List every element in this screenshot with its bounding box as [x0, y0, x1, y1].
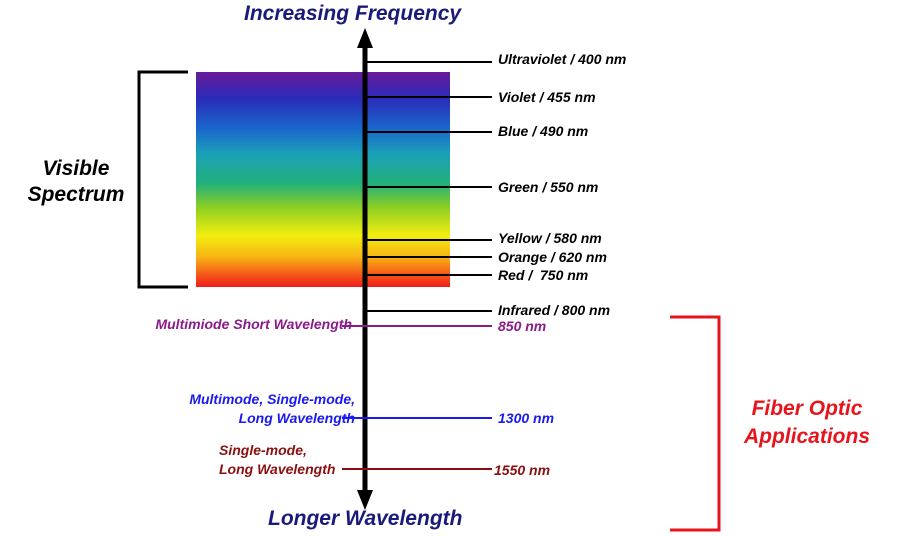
label-orange: Orange / 620 nm [498, 249, 607, 265]
visible-spectrum-label: Visible Spectrum [14, 156, 138, 208]
label-ultraviolet: Ultraviolet / 400 nm [498, 51, 627, 67]
fiber-desc-1300-line1: Multimode, Single-mode, [189, 391, 355, 407]
title-longer-wavelength: Longer Wavelength [268, 507, 463, 530]
label-green: Green / 550 nm [498, 179, 599, 195]
fiber-desc-1550: Single-mode, Long Wavelength [219, 441, 335, 479]
title-increasing-frequency: Increasing Frequency [244, 2, 462, 25]
visible-spectrum-line1: Visible [42, 157, 110, 180]
fiber-desc-1300-line2: Long Wavelength [238, 410, 355, 426]
label-yellow: Yellow / 580 nm [498, 230, 602, 246]
label-red: Red / 750 nm [498, 267, 589, 283]
label-violet: Violet / 455 nm [498, 89, 596, 105]
fiber-optic-label: Fiber Optic Applications [727, 395, 887, 451]
axis-arrow-up-icon [357, 28, 373, 48]
fiber-desc-850: Multimiode Short Wavelength [60, 316, 352, 332]
fiber-desc-850-line1: Multimiode Short Wavelength [155, 316, 352, 332]
fiber-optic-line2: Applications [743, 425, 870, 448]
visible-spectrum-line2: Spectrum [27, 183, 125, 206]
fiber-desc-1300: Multimode, Single-mode, Long Wavelength [60, 390, 355, 428]
fiber-value-1550: 1550 nm [494, 462, 551, 478]
axis-arrow-down-icon [357, 490, 373, 510]
fiber-desc-1550-line1: Single-mode, [219, 442, 307, 458]
label-infrared: Infrared / 800 nm [498, 302, 611, 318]
label-blue: Blue / 490 nm [498, 123, 589, 139]
fiber-desc-1550-line2: Long Wavelength [219, 461, 336, 477]
fiber-optic-bracket [670, 315, 721, 532]
visible-spectrum-bracket [137, 70, 188, 289]
fiber-value-1300: 1300 nm [498, 410, 555, 426]
fiber-value-850: 850 nm [498, 318, 547, 334]
fiber-optic-line1: Fiber Optic [751, 397, 863, 420]
visible-spectrum-band [196, 72, 450, 287]
